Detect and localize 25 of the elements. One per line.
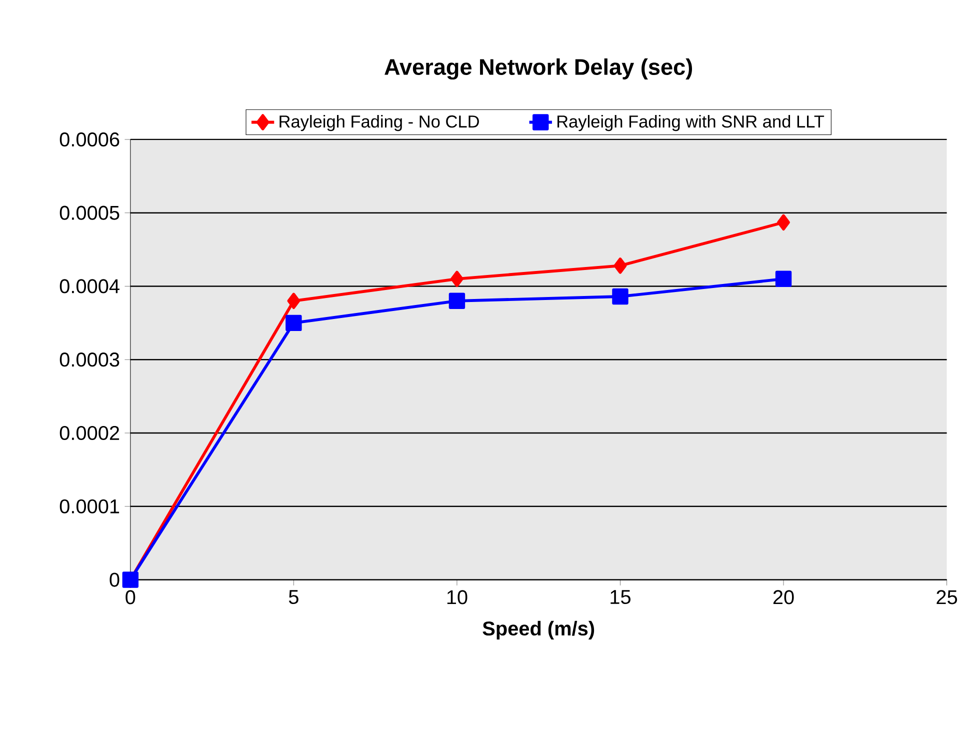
y-tick-label: 0 — [110, 572, 120, 587]
y-tick-label: 0.0001 — [60, 499, 120, 514]
x-tick-label: 20 — [773, 590, 794, 604]
y-tick-label: 0.0005 — [60, 206, 120, 220]
legend-label: Rayleigh Fading with SNR and LLT — [557, 114, 824, 132]
x-tick-label: 10 — [447, 590, 468, 604]
point — [612, 288, 628, 305]
x-tick-label: 0 — [126, 590, 136, 604]
x-tick-label: 15 — [610, 590, 630, 604]
point — [777, 214, 790, 230]
point — [287, 292, 300, 309]
legend-label: Rayleigh Fading - No CLD — [280, 114, 479, 132]
x-tick-label: 5 — [288, 590, 298, 604]
point — [614, 258, 627, 274]
point — [450, 270, 464, 287]
point — [448, 292, 466, 309]
y-tick-label: 0.0003 — [60, 352, 120, 367]
point — [286, 314, 302, 331]
y-tick-label: 0.0006 — [60, 132, 120, 146]
y-tick-label: 0.0004 — [60, 279, 120, 294]
chart-title: Average Network Delay (sec) — [384, 58, 692, 80]
point — [775, 270, 792, 287]
x-tick-label: 25 — [936, 590, 958, 604]
y-tick-label: 0.0002 — [60, 426, 120, 440]
x-axis-title: Speed (m/s) — [482, 620, 594, 640]
